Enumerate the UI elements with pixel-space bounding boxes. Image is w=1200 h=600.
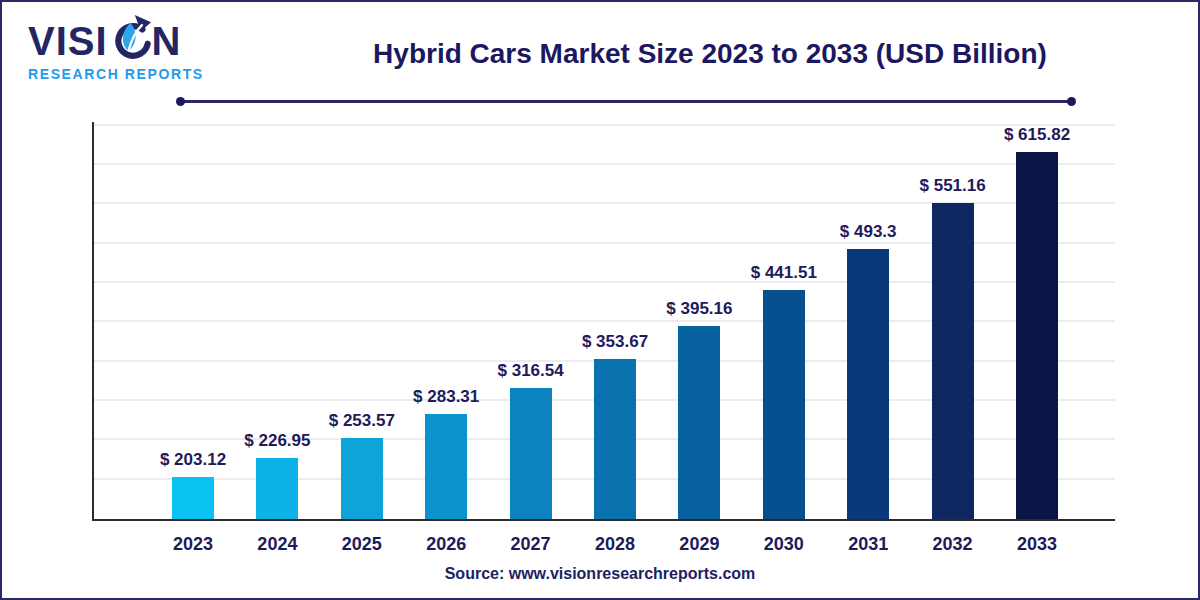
gridline bbox=[94, 124, 1115, 126]
bar-value-label: $ 395.16 bbox=[666, 299, 732, 319]
plot-area: $ 203.122023$ 226.952024$ 253.572025$ 28… bbox=[92, 122, 1115, 521]
gridline bbox=[94, 163, 1115, 165]
x-axis-label: 2023 bbox=[173, 534, 213, 555]
x-axis-label: 2026 bbox=[426, 534, 466, 555]
bar-value-label: $ 615.82 bbox=[1004, 125, 1070, 145]
brand-subtitle: RESEARCH REPORTS bbox=[28, 66, 208, 82]
x-axis-label: 2024 bbox=[257, 534, 297, 555]
bar-2027 bbox=[510, 388, 552, 519]
infographic-page: VISI N RESEARCH REPORTS Hybrid Cars Mark… bbox=[0, 0, 1200, 600]
x-axis-label: 2030 bbox=[764, 534, 804, 555]
bar-2032 bbox=[932, 203, 974, 519]
bar-2024 bbox=[256, 458, 298, 519]
source-text: Source: www.visionresearchreports.com bbox=[2, 565, 1198, 583]
bar-2026 bbox=[425, 414, 467, 519]
x-axis-label: 2027 bbox=[511, 534, 551, 555]
bar-value-label: $ 316.54 bbox=[498, 361, 564, 381]
bar-value-label: $ 441.51 bbox=[751, 263, 817, 283]
bar-value-label: $ 353.67 bbox=[582, 332, 648, 352]
divider-dot-right bbox=[1067, 97, 1076, 106]
title-divider-line bbox=[180, 100, 1072, 103]
divider-dot-left bbox=[176, 97, 185, 106]
x-axis-label: 2032 bbox=[933, 534, 973, 555]
bar-value-label: $ 283.31 bbox=[413, 387, 479, 407]
page-title: Hybrid Cars Market Size 2023 to 2033 (US… bbox=[242, 38, 1178, 70]
bar-value-label: $ 493.3 bbox=[840, 222, 897, 242]
bar-2023 bbox=[172, 477, 214, 519]
brand-logo: VISI N RESEARCH REPORTS bbox=[28, 20, 208, 82]
x-axis-label: 2028 bbox=[595, 534, 635, 555]
brand-name-part2: N bbox=[152, 21, 182, 61]
brand-name-part1: VISI bbox=[28, 21, 108, 61]
bar-value-label: $ 253.57 bbox=[329, 411, 395, 431]
bar-2029 bbox=[678, 326, 720, 519]
bar-2025 bbox=[341, 438, 383, 520]
x-axis-label: 2031 bbox=[848, 534, 888, 555]
x-axis-label: 2025 bbox=[342, 534, 382, 555]
bar-2033 bbox=[1016, 152, 1058, 519]
bar-value-label: $ 226.95 bbox=[244, 431, 310, 451]
x-axis-label: 2033 bbox=[1017, 534, 1057, 555]
bar-value-label: $ 203.12 bbox=[160, 450, 226, 470]
bar-2031 bbox=[847, 249, 889, 519]
vision-drop-arrow-icon bbox=[109, 14, 151, 62]
bar-2030 bbox=[763, 290, 805, 519]
bar-value-label: $ 551.16 bbox=[920, 176, 986, 196]
bar-2028 bbox=[594, 359, 636, 519]
x-axis-label: 2029 bbox=[679, 534, 719, 555]
